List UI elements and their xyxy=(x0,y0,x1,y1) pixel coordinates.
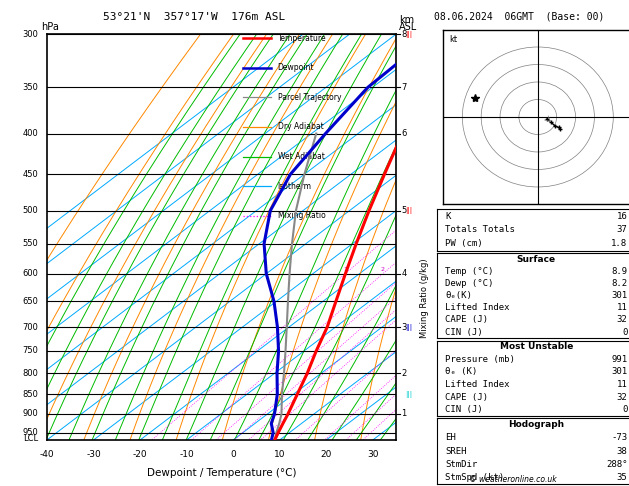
Text: Temperature: Temperature xyxy=(277,34,326,43)
Text: K: K xyxy=(445,212,450,221)
Text: 950: 950 xyxy=(23,428,38,437)
Text: 1.8: 1.8 xyxy=(611,239,627,248)
Text: 08.06.2024  06GMT  (Base: 00): 08.06.2024 06GMT (Base: 00) xyxy=(434,12,604,22)
Text: Temp (°C): Temp (°C) xyxy=(445,267,494,276)
Text: StmDir: StmDir xyxy=(445,460,477,469)
Text: 2: 2 xyxy=(381,267,385,272)
Text: hPa: hPa xyxy=(41,21,58,32)
Text: 800: 800 xyxy=(23,369,38,378)
Text: Hodograph: Hodograph xyxy=(508,420,564,429)
Text: 301: 301 xyxy=(611,367,627,377)
Text: 0: 0 xyxy=(230,450,237,459)
Text: 300: 300 xyxy=(23,30,38,38)
Text: Lifted Index: Lifted Index xyxy=(445,303,509,312)
Text: Lifted Index: Lifted Index xyxy=(445,380,509,389)
Text: 30: 30 xyxy=(367,450,379,459)
Text: 1: 1 xyxy=(343,267,347,272)
Text: Pressure (mb): Pressure (mb) xyxy=(445,355,515,364)
Text: 11: 11 xyxy=(616,380,627,389)
Text: CAPE (J): CAPE (J) xyxy=(445,315,488,324)
Text: Surface: Surface xyxy=(516,255,556,263)
Text: CIN (J): CIN (J) xyxy=(445,405,482,414)
Text: 38: 38 xyxy=(616,447,627,455)
Text: Dewp (°C): Dewp (°C) xyxy=(445,279,494,288)
Text: Dewpoint: Dewpoint xyxy=(277,63,314,72)
Text: -73: -73 xyxy=(611,434,627,442)
Text: 301: 301 xyxy=(611,291,627,300)
Text: 7: 7 xyxy=(401,83,407,92)
Text: 700: 700 xyxy=(23,323,38,331)
Text: 0: 0 xyxy=(622,328,627,336)
Text: 650: 650 xyxy=(23,297,38,306)
Text: 500: 500 xyxy=(23,206,38,215)
Text: 288°: 288° xyxy=(606,460,627,469)
Text: Totals Totals: Totals Totals xyxy=(445,226,515,234)
Text: |||: ||| xyxy=(405,31,412,37)
Text: θₑ(K): θₑ(K) xyxy=(445,291,472,300)
Text: ASL: ASL xyxy=(399,21,418,32)
Text: 16: 16 xyxy=(616,212,627,221)
Text: Mixing Ratio: Mixing Ratio xyxy=(277,211,325,220)
Text: |||: ||| xyxy=(405,324,412,330)
Text: 8: 8 xyxy=(401,30,407,38)
Text: 35: 35 xyxy=(616,473,627,482)
Text: -30: -30 xyxy=(86,450,101,459)
Text: LCL: LCL xyxy=(23,434,38,443)
Text: 53°21'N  357°17'W  176m ASL: 53°21'N 357°17'W 176m ASL xyxy=(103,12,285,22)
Text: Wet Adiabat: Wet Adiabat xyxy=(277,152,325,161)
Text: CIN (J): CIN (J) xyxy=(445,328,482,336)
Text: 20: 20 xyxy=(321,450,332,459)
Text: 10: 10 xyxy=(274,450,286,459)
Text: 900: 900 xyxy=(23,409,38,418)
Text: Dewpoint / Temperature (°C): Dewpoint / Temperature (°C) xyxy=(147,468,296,478)
Text: 0: 0 xyxy=(622,405,627,414)
Text: |||: ||| xyxy=(405,207,412,214)
Text: -40: -40 xyxy=(40,450,55,459)
Text: |||: ||| xyxy=(405,391,412,398)
Text: 2: 2 xyxy=(401,369,407,378)
Text: Most Unstable: Most Unstable xyxy=(499,342,573,351)
Text: 850: 850 xyxy=(23,390,38,399)
Text: Parcel Trajectory: Parcel Trajectory xyxy=(277,93,341,102)
Text: 1: 1 xyxy=(401,409,407,418)
Text: kt: kt xyxy=(449,35,457,44)
Text: 32: 32 xyxy=(616,315,627,324)
Text: 6: 6 xyxy=(401,129,407,138)
Text: 4: 4 xyxy=(401,269,407,278)
Text: 750: 750 xyxy=(23,347,38,355)
Text: 5: 5 xyxy=(401,206,407,215)
Text: 37: 37 xyxy=(616,226,627,234)
Text: -10: -10 xyxy=(179,450,194,459)
Text: 600: 600 xyxy=(23,269,38,278)
Text: Isotherm: Isotherm xyxy=(277,182,311,191)
Text: SREH: SREH xyxy=(445,447,467,455)
Text: θₑ (K): θₑ (K) xyxy=(445,367,477,377)
Text: CAPE (J): CAPE (J) xyxy=(445,393,488,401)
Text: © weatheronline.co.uk: © weatheronline.co.uk xyxy=(469,474,557,484)
Text: 550: 550 xyxy=(23,239,38,248)
Text: 450: 450 xyxy=(23,170,38,179)
Text: 32: 32 xyxy=(616,393,627,401)
Text: PW (cm): PW (cm) xyxy=(445,239,482,248)
Text: -20: -20 xyxy=(133,450,148,459)
Text: EH: EH xyxy=(445,434,456,442)
Text: 3: 3 xyxy=(401,323,407,331)
Text: Mixing Ratio (g/kg): Mixing Ratio (g/kg) xyxy=(420,258,429,338)
Text: 8.9: 8.9 xyxy=(611,267,627,276)
Text: 400: 400 xyxy=(23,129,38,138)
Text: Dry Adiabat: Dry Adiabat xyxy=(277,122,323,131)
Text: StmSpd (kt): StmSpd (kt) xyxy=(445,473,504,482)
Text: 350: 350 xyxy=(23,83,38,92)
Text: 11: 11 xyxy=(616,303,627,312)
Text: 8.2: 8.2 xyxy=(611,279,627,288)
Text: km: km xyxy=(399,15,415,25)
Text: 991: 991 xyxy=(611,355,627,364)
